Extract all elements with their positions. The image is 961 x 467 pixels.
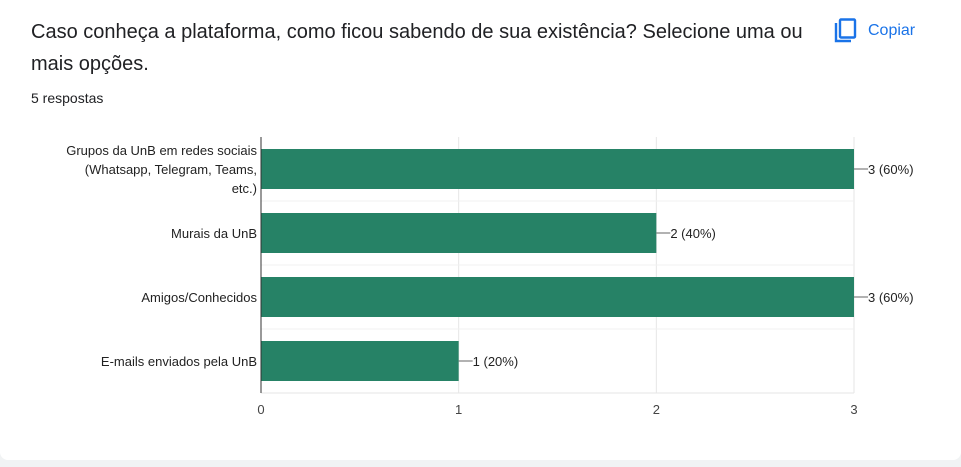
label-layer: 0 1 2 3 3 (60%) Grupos da UnB em redes sociai… — [66, 143, 913, 417]
category-label-line: (Whatsapp, Telegram, Teams, — [85, 162, 257, 177]
bar — [261, 277, 854, 317]
copy-icon — [834, 18, 858, 44]
value-label: 1 (20%) — [473, 354, 519, 369]
bar — [261, 149, 854, 189]
copy-label: Copiar — [868, 22, 916, 39]
category-label: Amigos/Conhecidos — [141, 290, 257, 305]
category-label-line: etc.) — [232, 181, 257, 196]
x-tick-label: 0 — [257, 402, 264, 417]
x-tick-label: 2 — [653, 402, 660, 417]
value-label: 3 (60%) — [868, 162, 914, 177]
bar — [261, 213, 657, 253]
bar-chart-svg: 0 1 2 3 3 (60%) Grupos da UnB em redes sociai… — [66, 137, 914, 417]
question-title: Caso conheça a plataforma, como ficou sa… — [31, 21, 803, 75]
bar-layer — [260, 137, 868, 393]
value-label: 2 (40%) — [670, 226, 716, 241]
bar — [261, 341, 459, 381]
category-label-line: Murais da UnB — [171, 226, 257, 241]
value-label: 3 (60%) — [868, 290, 914, 305]
category-label-line: Grupos da UnB em redes sociais — [66, 143, 257, 158]
category-label: Grupos da UnB em redes sociais (Whatsapp,… — [66, 143, 257, 196]
category-label-line: E-mails enviados pela UnB — [101, 354, 257, 369]
copy-button[interactable]: Copiar — [826, 12, 923, 50]
bar-chart: 0 1 2 3 3 (60%) Grupos da UnB em redes sociai… — [0, 120, 961, 420]
x-tick-label: 1 — [455, 402, 462, 417]
x-tick-label: 3 — [850, 402, 857, 417]
category-label: Murais da UnB — [171, 226, 257, 241]
category-label-line: Amigos/Conhecidos — [141, 290, 257, 305]
category-label: E-mails enviados pela UnB — [101, 354, 257, 369]
response-count: 5 respostas — [31, 90, 104, 106]
